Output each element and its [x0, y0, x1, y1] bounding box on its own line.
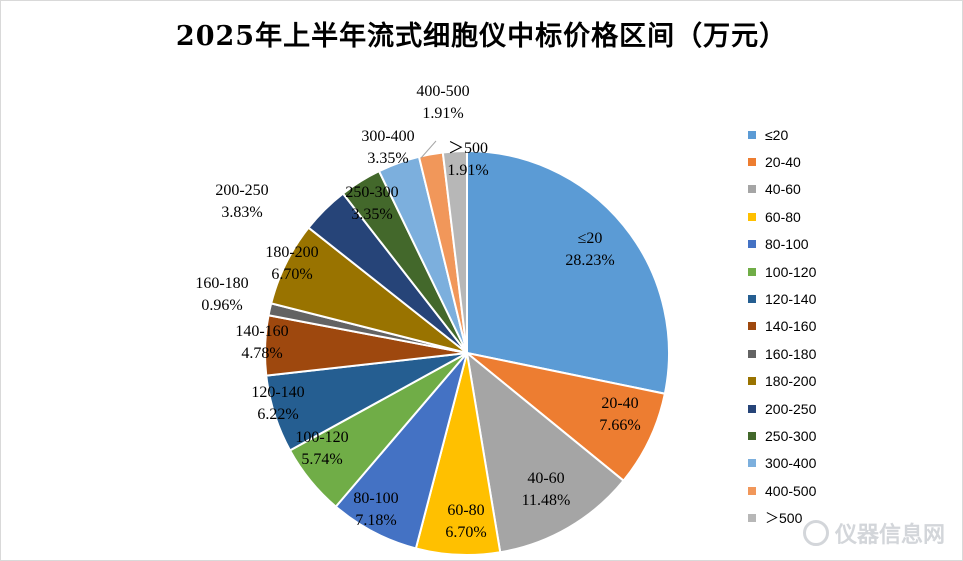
- legend-label: 140-160: [765, 318, 817, 335]
- legend-item: 100-120: [748, 258, 848, 285]
- legend-swatch: [748, 377, 756, 386]
- slice-percent-label: 3.35%: [351, 206, 392, 223]
- legend-item: ≤20: [748, 121, 848, 148]
- slice-category-label: 100-120: [295, 429, 348, 446]
- watermark-text: 仪器信息网: [834, 523, 945, 548]
- legend-swatch: [748, 240, 756, 249]
- legend-item: 120-140: [748, 285, 848, 312]
- legend-item: ＞500: [748, 504, 848, 531]
- legend-label: ≤20: [765, 126, 789, 143]
- slice-category-label: 140-160: [235, 323, 288, 340]
- slice-category-label: 160-180: [195, 275, 248, 292]
- legend-swatch: [748, 322, 756, 331]
- slice-category-label: 300-400: [361, 128, 414, 145]
- legend-item: 250-300: [748, 422, 848, 449]
- slice-category-label: ≤20: [578, 230, 603, 247]
- slice-category-label: 80-100: [353, 490, 398, 507]
- legend-item: 160-180: [748, 340, 848, 367]
- legend-swatch: [748, 486, 756, 495]
- legend-label: 40-60: [765, 181, 801, 198]
- slice-percent-label: 5.74%: [301, 451, 342, 468]
- legend-label: ＞500: [765, 510, 803, 527]
- slice-category-label: 400-500: [416, 83, 469, 100]
- slice-percent-label: 6.70%: [271, 266, 312, 283]
- slice-percent-label: 1.91%: [447, 162, 488, 179]
- slice-category-label: 250-300: [345, 184, 398, 201]
- leader-line: [420, 140, 437, 159]
- legend-swatch: [748, 295, 756, 304]
- legend-label: 180-200: [765, 373, 817, 390]
- legend-label: 60-80: [765, 208, 801, 225]
- legend-swatch: [748, 404, 756, 413]
- legend-item: 80-100: [748, 231, 848, 258]
- pie-slice: [466, 352, 667, 483]
- slice-category-label: 120-140: [251, 384, 304, 401]
- slice-percent-label: 0.96%: [201, 297, 242, 314]
- slice-percent-label: 7.66%: [599, 417, 640, 434]
- legend-item: 400-500: [748, 477, 848, 504]
- slice-category-label: 20-40: [601, 395, 638, 412]
- slice-percent-label: 11.48%: [522, 492, 571, 509]
- legend-label: 250-300: [765, 427, 817, 444]
- watermark: 仪器信息网: [802, 517, 945, 549]
- pie-slice: [441, 149, 468, 354]
- legend: ≤20 20-40 40-60 60-80 80-100 100-120 120-140 14…: [748, 121, 848, 532]
- slice-category-label: 60-80: [447, 502, 484, 519]
- slice-percent-label: 4.78%: [241, 345, 282, 362]
- legend-item: 60-80: [748, 203, 848, 230]
- legend-label: 200-250: [765, 400, 817, 417]
- legend-item: 20-40: [748, 148, 848, 175]
- slice-percent-label: 1.91%: [422, 105, 463, 122]
- legend-swatch: [748, 459, 756, 468]
- legend-swatch: [748, 158, 756, 167]
- legend-label: 100-120: [765, 263, 817, 280]
- slice-percent-label: 6.22%: [257, 406, 298, 423]
- legend-label: 300-400: [765, 455, 817, 472]
- legend-swatch: [748, 514, 756, 523]
- legend-label: 160-180: [765, 345, 817, 362]
- pie-slice: [465, 350, 625, 554]
- legend-swatch: [748, 185, 756, 194]
- watermark-logo-icon: [802, 520, 829, 546]
- legend-label: 80-100: [765, 236, 809, 253]
- slice-percent-label: 7.18%: [355, 512, 396, 529]
- slice-category-label: ＞500: [448, 140, 488, 157]
- legend-item: 200-250: [748, 395, 848, 422]
- slice-percent-label: 6.70%: [445, 524, 486, 541]
- legend-label: 20-40: [765, 154, 801, 171]
- legend-item: 300-400: [748, 450, 848, 477]
- slice-category-label: 200-250: [215, 182, 268, 199]
- slice-percent-label: 3.83%: [221, 204, 262, 221]
- legend-item: 180-200: [748, 368, 848, 395]
- legend-item: 140-160: [748, 313, 848, 340]
- slice-category-label: 40-60: [527, 470, 564, 487]
- pie-slice: [466, 149, 670, 395]
- slice-percent-label: 28.23%: [565, 252, 614, 269]
- chart-title: 2025年上半年流式细胞仪中标价格区间（万元）: [175, 21, 788, 52]
- legend-label: 400-500: [765, 482, 817, 499]
- legend-swatch: [748, 267, 756, 276]
- legend-swatch: [748, 349, 756, 358]
- legend-swatch: [748, 431, 756, 440]
- slice-category-label: 180-200: [265, 244, 318, 261]
- legend-swatch: [748, 212, 756, 221]
- slice-percent-label: 3.35%: [367, 150, 408, 167]
- legend-label: 120-140: [765, 291, 817, 308]
- legend-swatch: [748, 130, 756, 139]
- legend-item: 40-60: [748, 176, 848, 203]
